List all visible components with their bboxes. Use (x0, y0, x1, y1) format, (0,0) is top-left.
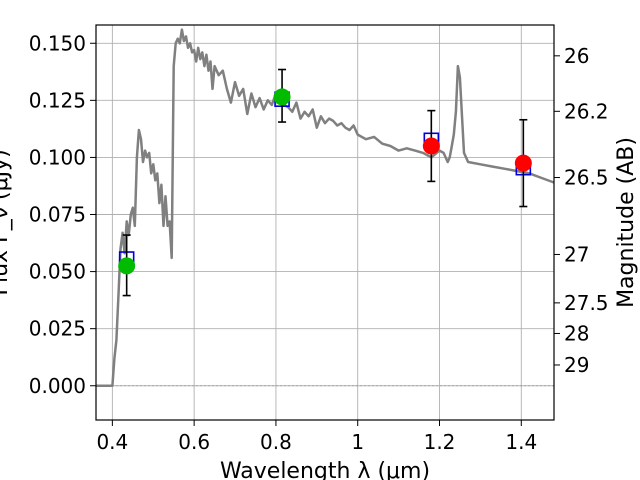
y-axis-label-right: Magnitude (AB) (614, 137, 639, 308)
right-tick-label: 26 (564, 44, 589, 68)
x-tick-label: 1.4 (505, 430, 537, 454)
right-tick-label: 26.5 (564, 166, 609, 190)
right-tick-label: 26.2 (564, 99, 609, 123)
x-tick-label: 0.6 (178, 430, 210, 454)
y-tick-label: 0.075 (29, 203, 86, 227)
x-axis-ticks: 0.4 0.6 0.8 1 1.2 1.4 (96, 420, 537, 454)
right-tick-label: 27.5 (564, 291, 609, 315)
y-tick-label: 0.125 (29, 88, 86, 112)
model-points (118, 91, 532, 267)
y-axis-ticks: 0.000 0.025 0.050 0.075 0.100 0.125 0.150 (29, 31, 96, 398)
right-tick-label: 29 (564, 353, 589, 377)
y-tick-label: 0.000 (29, 374, 86, 398)
spectrum-line (96, 28, 555, 388)
y-tick-label: 0.150 (29, 31, 86, 55)
observed-point (422, 137, 440, 155)
y-tick-label: 0.025 (29, 317, 86, 341)
right-tick-label: 28 (564, 321, 589, 345)
x-tick-label: 0.8 (260, 430, 292, 454)
error-bars (122, 68, 528, 297)
observed-points (118, 88, 532, 275)
y-tick-label: 0.100 (29, 145, 86, 169)
observed-point (118, 257, 136, 275)
x-axis-label: Wavelength λ (μm) (220, 459, 430, 480)
x-tick-label: 0.4 (96, 430, 128, 454)
right-axis-ticks: 26 26.2 26.5 27 27.5 28 29 (554, 44, 609, 377)
plot-frame (95, 24, 555, 421)
right-tick-label: 27 (564, 242, 589, 266)
observed-point (514, 154, 532, 172)
observed-point (273, 88, 291, 106)
x-tick-label: 1.2 (424, 430, 456, 454)
x-tick-label: 1 (351, 430, 364, 454)
y-tick-label: 0.050 (29, 260, 86, 284)
y-axis-label-left: Flux F_ν (μJy) (0, 149, 13, 295)
